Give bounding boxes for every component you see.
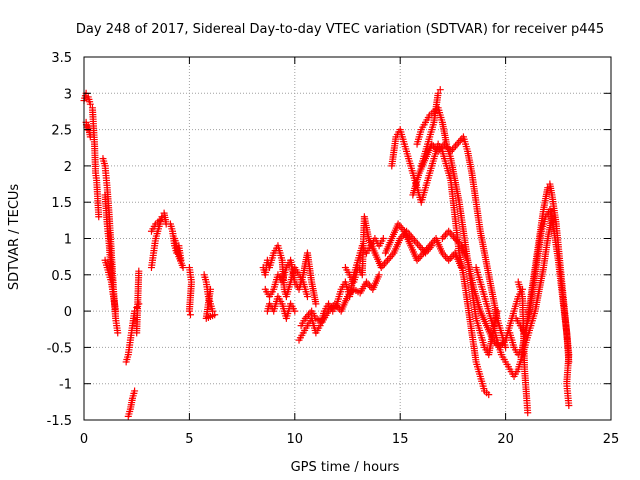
series-s5	[101, 256, 118, 301]
y-tick-label: 2	[64, 160, 72, 175]
axis-ticks: 0 5 10 15 20 25 -1.5 -1 -0.5 0 0.5 1 1.5 2 2.5 3 3.5	[47, 51, 620, 447]
data-point	[186, 311, 194, 319]
data-point	[112, 307, 120, 315]
series-s17	[263, 293, 299, 322]
y-tick-label: 0.5	[51, 269, 72, 284]
data-point	[502, 343, 510, 351]
data-point	[565, 358, 573, 366]
data-point	[291, 307, 299, 315]
y-tick-label: 2.5	[51, 124, 72, 139]
series-s14	[200, 271, 219, 322]
y-axis-label: SDTVAR / TECUs	[7, 184, 22, 291]
y-tick-label: 3.5	[51, 51, 72, 66]
data-point	[436, 86, 444, 94]
data-point	[179, 264, 187, 272]
data-points	[80, 86, 573, 420]
series-s25	[409, 133, 510, 351]
chart-title: Day 248 of 2017, Sidereal Day-to-day VTE…	[76, 22, 604, 37]
y-tick-label: 0	[64, 305, 72, 320]
data-point	[303, 293, 311, 301]
data-point	[86, 100, 94, 108]
data-point	[434, 89, 442, 97]
data-point	[135, 267, 143, 275]
data-point	[114, 329, 122, 337]
data-point	[206, 285, 214, 293]
series-s10	[147, 216, 164, 235]
x-tick-label: 25	[603, 432, 620, 447]
data-point	[485, 391, 493, 399]
y-tick-label: -1	[59, 378, 72, 393]
x-tick-label: 15	[392, 432, 409, 447]
data-point	[565, 401, 573, 409]
x-tick-label: 20	[497, 432, 514, 447]
data-point	[185, 307, 193, 315]
x-tick-label: 10	[287, 432, 304, 447]
series-s19	[297, 271, 383, 330]
series-s8	[133, 267, 143, 337]
y-tick-label: 1.5	[51, 196, 72, 211]
data-point	[86, 133, 94, 141]
data-point	[375, 271, 383, 279]
data-point	[379, 235, 387, 242]
data-point	[524, 409, 532, 417]
y-tick-label: 3	[64, 87, 72, 102]
data-point	[131, 387, 139, 395]
x-axis-label: GPS time / hours	[291, 460, 400, 475]
series-s20	[341, 213, 436, 286]
data-point	[133, 303, 141, 311]
data-point	[95, 213, 103, 221]
y-tick-label: -0.5	[47, 341, 72, 356]
y-tick-label: -1.5	[47, 414, 72, 429]
grid-lines	[84, 57, 611, 420]
series-s30	[514, 278, 532, 417]
series-s13	[185, 264, 196, 319]
series-s24	[417, 86, 444, 170]
data-point	[110, 293, 118, 301]
series-s12	[171, 235, 187, 272]
series-s29	[512, 205, 573, 366]
x-tick-label: 0	[80, 432, 88, 447]
x-tick-label: 5	[185, 432, 193, 447]
y-tick-label: 1	[64, 233, 72, 248]
series-s7	[124, 387, 139, 420]
series-s16	[261, 249, 320, 308]
series-s2	[82, 118, 94, 141]
data-point	[312, 300, 320, 308]
data-point	[156, 216, 164, 224]
